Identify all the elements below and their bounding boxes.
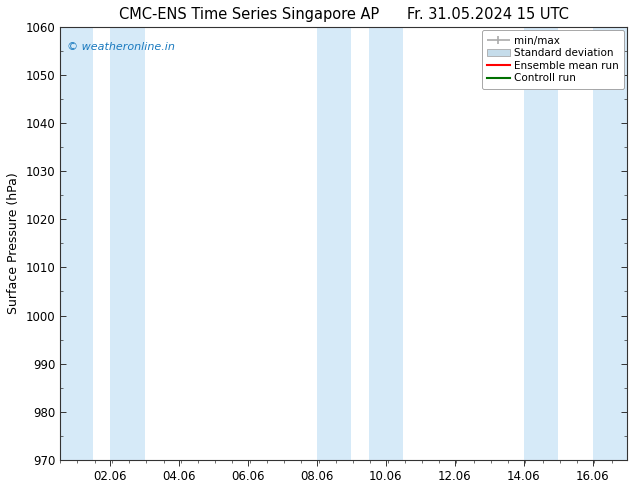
Y-axis label: Surface Pressure (hPa): Surface Pressure (hPa) (7, 172, 20, 314)
Bar (110, 27, 145, 460)
Text: © weatheronline.in: © weatheronline.in (67, 43, 175, 52)
Bar (368, 27, 403, 460)
Bar (524, 27, 558, 460)
Bar (60, 27, 93, 460)
Title: CMC-ENS Time Series Singapore AP      Fr. 31.05.2024 15 UTC: CMC-ENS Time Series Singapore AP Fr. 31.… (119, 7, 569, 22)
Bar (317, 27, 351, 460)
Legend: min/max, Standard deviation, Ensemble mean run, Controll run: min/max, Standard deviation, Ensemble me… (482, 30, 624, 89)
Bar (593, 27, 627, 460)
